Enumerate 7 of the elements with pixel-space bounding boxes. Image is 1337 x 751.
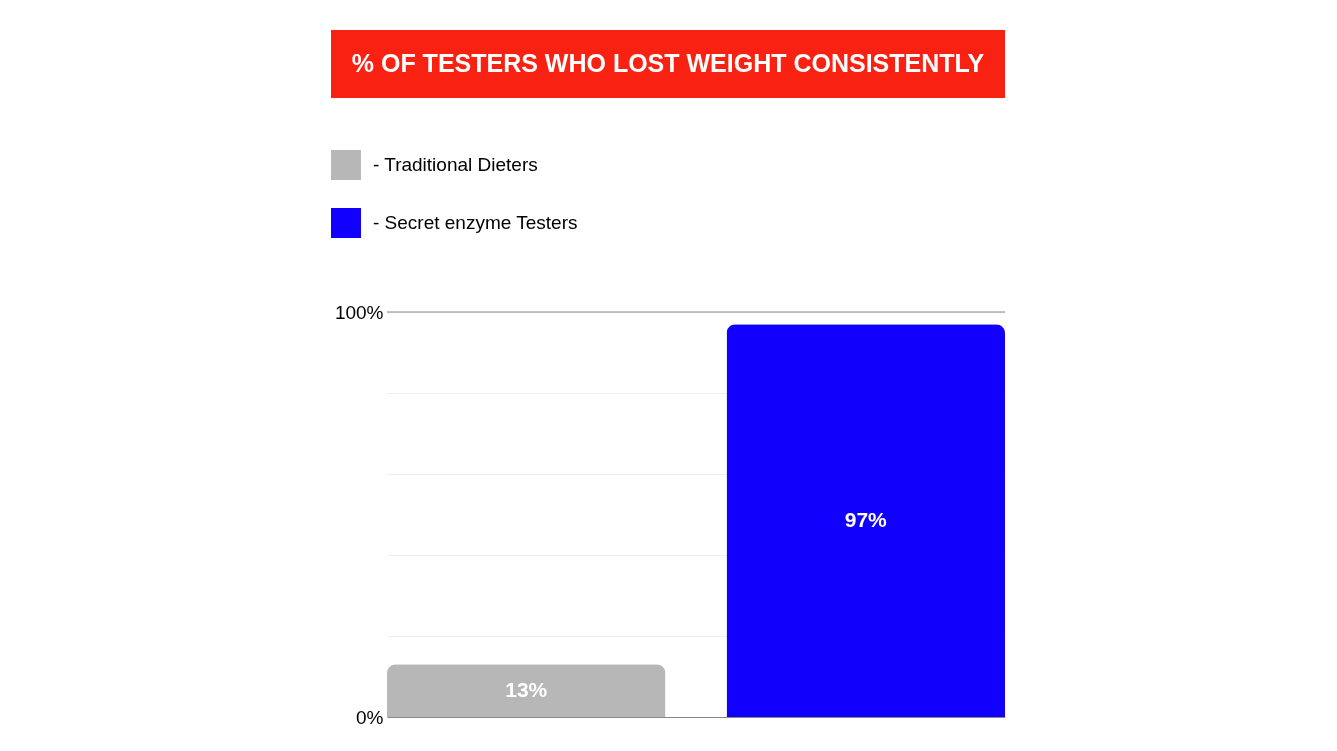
y-tick-label: 100% (334, 301, 384, 323)
chart-title: % OF TESTERS WHO LOST WEIGHT CONSISTENTLY (351, 49, 985, 77)
legend-label: - Secret enzyme Testers (373, 212, 578, 233)
data-label: 13% (505, 677, 548, 701)
data-label: 97% (844, 507, 888, 531)
legend-label: - Traditional Dieters (373, 154, 538, 175)
y-tick-label: 0% (356, 706, 384, 728)
